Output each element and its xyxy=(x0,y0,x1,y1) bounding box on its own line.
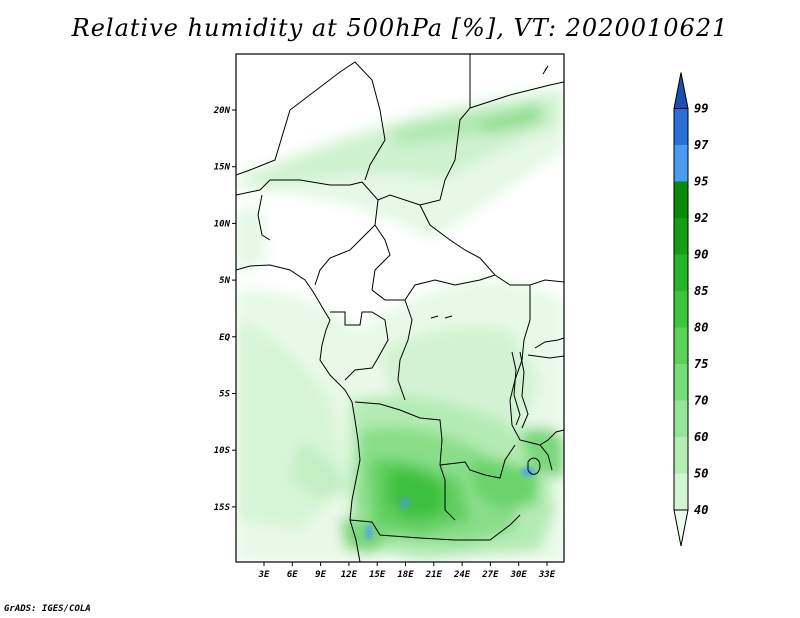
colorbar: 40 50 60 70 75 80 85 90 92 95 97 99 xyxy=(673,72,709,547)
colorbar-label: 50 xyxy=(694,467,708,481)
colorbar-label: 90 xyxy=(694,248,708,262)
lon-label: 21E xyxy=(425,570,443,580)
lat-label: 20N xyxy=(213,106,231,116)
humidity-field xyxy=(236,85,564,562)
colorbar-segment xyxy=(674,364,688,401)
lat-label: 5N xyxy=(219,276,230,286)
chart-title: Relative humidity at 500hPa [%], VT: 202… xyxy=(71,14,729,42)
map-frame xyxy=(235,53,565,563)
lat-label: EQ xyxy=(219,333,230,343)
credit-text: GrADS: IGES/COLA xyxy=(4,604,91,614)
colorbar-frame xyxy=(673,108,689,511)
colorbar-segment xyxy=(674,218,688,255)
latitude-axis: 20N 15N 10N 5N EQ 5S 10S 15S xyxy=(213,106,236,513)
colorbar-label: 97 xyxy=(694,138,709,152)
lon-label: 30E xyxy=(510,570,528,580)
colorbar-label: 70 xyxy=(694,394,708,408)
colorbar-label: 85 xyxy=(694,284,708,298)
colorbar-label: 40 xyxy=(694,503,708,517)
lat-label: 5S xyxy=(219,390,230,400)
colorbar-segment xyxy=(674,181,688,218)
lon-label: 15E xyxy=(369,570,386,580)
lon-label: 6E xyxy=(287,570,298,580)
colorbar-label: 75 xyxy=(694,357,708,371)
lon-label: 9E xyxy=(315,570,326,580)
colorbar-segment xyxy=(674,108,688,145)
lon-label: 12E xyxy=(341,570,358,580)
lon-label: 3E xyxy=(258,570,270,580)
lon-label: 18E xyxy=(397,570,414,580)
lon-label: 33E xyxy=(538,570,556,580)
lat-label: 15S xyxy=(214,503,231,513)
colorbar-label: 95 xyxy=(694,175,708,189)
colorbar-segment xyxy=(673,509,689,547)
lon-label: 27E xyxy=(481,570,499,580)
colorbar-segment xyxy=(674,291,688,328)
lat-label: 15N xyxy=(214,163,231,173)
country-boundaries xyxy=(236,54,564,562)
longitude-axis: 3E 6E 9E 12E 15E 18E 21E 24E 27E 30E 33E xyxy=(258,562,556,580)
colorbar-label: 92 xyxy=(694,211,708,225)
colorbar-segment xyxy=(673,72,689,109)
colorbar-segment xyxy=(674,400,688,437)
lat-label: 10S xyxy=(214,446,231,456)
colorbar-label: 99 xyxy=(694,102,708,116)
lon-label: 24E xyxy=(453,570,471,580)
colorbar-label: 80 xyxy=(694,321,708,335)
colorbar-segment xyxy=(674,145,688,182)
colorbar-label: 60 xyxy=(694,430,708,444)
colorbar-segment xyxy=(674,327,688,364)
lat-label: 10N xyxy=(214,219,231,229)
colorbar-segment xyxy=(674,473,688,510)
lakes xyxy=(430,65,549,475)
colorbar-segment xyxy=(674,437,688,474)
colorbar-segment xyxy=(674,254,688,291)
